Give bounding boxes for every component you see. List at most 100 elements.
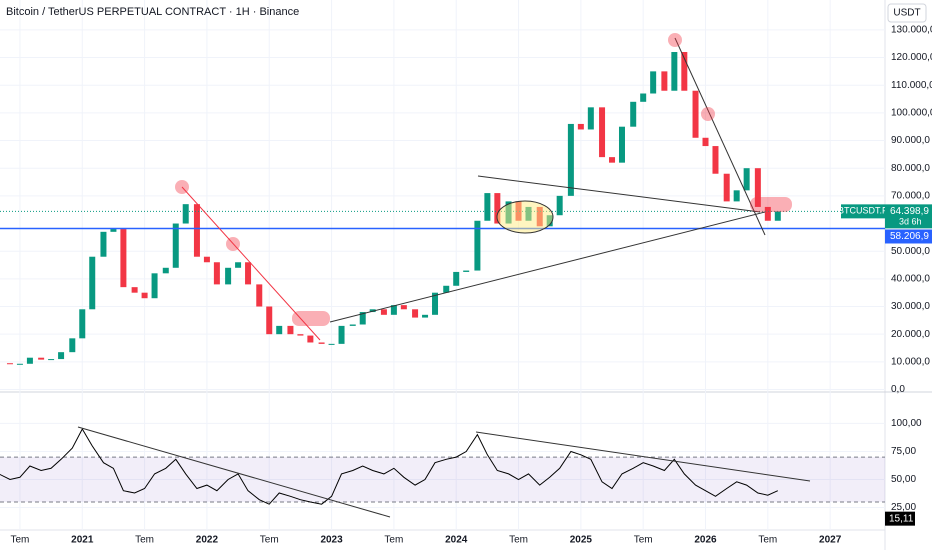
trend-line — [329, 211, 766, 323]
candle — [432, 292, 439, 315]
rsi-line — [0, 427, 779, 505]
candle — [26, 357, 33, 364]
candle — [702, 137, 709, 147]
rsi-value-tag — [885, 511, 915, 526]
currency-button[interactable] — [887, 3, 927, 23]
x-tick-label: 2026 — [694, 535, 717, 546]
highlight — [175, 180, 189, 194]
candle — [120, 229, 127, 288]
rsi-trend-line — [77, 426, 391, 518]
candle — [380, 309, 387, 315]
y-tick-label: 100,00 — [891, 418, 922, 429]
candle — [58, 352, 65, 360]
candle — [287, 325, 294, 335]
x-tick-label: 2021 — [71, 535, 94, 546]
candle — [297, 334, 304, 336]
trend-line — [181, 186, 321, 341]
candle — [203, 256, 210, 263]
y-tick-label: 50.000,0 — [891, 246, 930, 257]
candle — [443, 285, 450, 293]
candle — [245, 262, 252, 285]
y-tick-label: 80.000,0 — [891, 163, 930, 174]
highlight — [668, 33, 682, 47]
candle — [131, 287, 138, 293]
candle — [369, 309, 376, 313]
candle — [349, 324, 356, 326]
x-tick-label: Tem — [135, 535, 154, 546]
x-tick-label: 2024 — [445, 535, 468, 546]
candle — [630, 101, 637, 127]
candle — [225, 267, 232, 285]
y-tick-label: 0,0 — [891, 384, 905, 395]
x-tick-label: Tem — [10, 535, 29, 546]
highlight — [701, 107, 715, 121]
level-label: 58.206,9 — [890, 231, 929, 242]
candle — [494, 193, 501, 224]
chart-title: Bitcoin / TetherUS PERPETUAL CONTRACT · … — [6, 6, 299, 18]
y-tick-label: 100.000,0 — [891, 108, 932, 119]
candle — [587, 107, 594, 130]
candle — [359, 312, 366, 325]
candle — [69, 338, 76, 353]
candle — [609, 157, 616, 163]
candle — [567, 123, 574, 196]
rsi-trend-line — [475, 431, 811, 482]
candle — [474, 220, 481, 271]
candle — [754, 168, 761, 207]
candle — [671, 52, 678, 91]
y-tick-label: 30.000,0 — [891, 301, 930, 312]
candle — [661, 71, 668, 91]
candle — [235, 262, 242, 268]
candle — [412, 309, 419, 318]
candle — [162, 267, 169, 274]
candle — [650, 71, 657, 94]
candle — [266, 306, 273, 335]
candle — [463, 270, 470, 272]
y-tick-label: 10.000,0 — [891, 356, 930, 367]
candle — [48, 359, 55, 361]
candle — [172, 223, 179, 268]
symbol-label: BTCUSDT.P — [838, 206, 888, 216]
y-tick-label: 130.000,0 — [891, 25, 932, 36]
candle — [764, 206, 771, 221]
candle — [681, 52, 688, 91]
candle — [422, 314, 429, 318]
trend-line — [674, 37, 766, 236]
candle — [723, 173, 730, 202]
y-tick-label: 20.000,0 — [891, 329, 930, 340]
x-tick-label: 2022 — [196, 535, 219, 546]
marks — [0, 52, 885, 505]
candle — [390, 305, 397, 315]
y-tick-label: 50,00 — [891, 474, 916, 485]
highlight — [496, 200, 554, 234]
candle — [6, 363, 13, 365]
symbol-tag — [841, 204, 885, 219]
candle — [743, 168, 750, 191]
countdown-label: 3d 6h — [899, 217, 922, 227]
candle — [599, 107, 606, 158]
x-tick-label: 2027 — [819, 535, 842, 546]
rsi-band — [0, 456, 885, 503]
candle — [774, 211, 781, 221]
candle — [712, 146, 719, 174]
grid — [0, 0, 885, 530]
y-tick-label: 40.000,0 — [891, 273, 930, 284]
highlight — [226, 237, 240, 251]
candle — [79, 309, 86, 339]
candle — [213, 262, 220, 285]
trend-line — [477, 175, 761, 213]
x-tick-label: Tem — [384, 535, 403, 546]
currency-label[interactable]: USDT — [893, 8, 920, 19]
y-tick-label: 70.000,0 — [891, 191, 930, 202]
y-tick-label: 110.000,0 — [891, 80, 932, 91]
price-tag — [885, 204, 932, 229]
y-tick-label: 75,00 — [891, 446, 916, 457]
x-tick-label: 2025 — [570, 535, 593, 546]
y-tick-label: 120.000,0 — [891, 52, 932, 63]
candle — [110, 229, 117, 232]
candle — [193, 204, 200, 257]
candle — [16, 363, 23, 365]
x-tick-label: Tem — [758, 535, 777, 546]
candle — [182, 204, 189, 224]
candle — [400, 305, 407, 310]
